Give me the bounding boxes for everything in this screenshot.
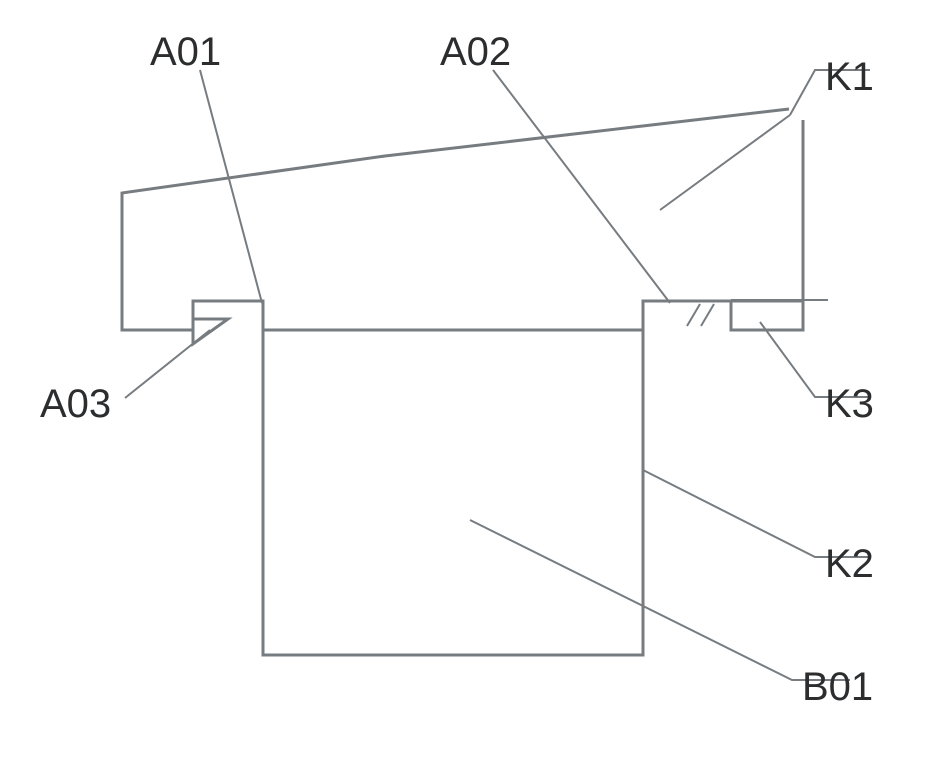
leader-a02 <box>493 70 670 303</box>
label-k2: K2 <box>825 542 874 586</box>
leader-a01 <box>200 70 262 303</box>
hatch-lines <box>687 304 714 326</box>
label-a03: A03 <box>40 382 111 426</box>
label-a01: A01 <box>150 30 221 74</box>
labels: A01 A02 K1 A03 K3 K2 B01 <box>40 30 874 709</box>
lower-body-outline <box>193 301 731 655</box>
label-a02: A02 <box>440 30 511 74</box>
leader-k1-to-target <box>660 115 790 210</box>
upper-body-outline <box>122 109 803 330</box>
label-k1: K1 <box>825 55 874 99</box>
label-k3: K3 <box>825 382 874 426</box>
diagram-shapes <box>122 109 803 655</box>
leader-a03 <box>125 330 210 398</box>
k3-block <box>731 301 803 330</box>
leader-lines <box>125 70 870 680</box>
label-b01: B01 <box>802 665 873 709</box>
